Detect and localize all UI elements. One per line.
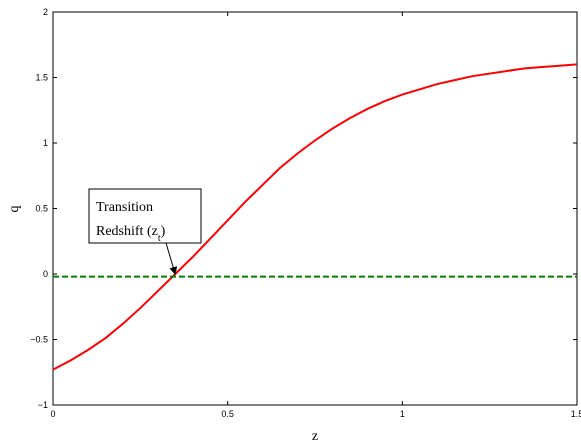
x-tick-label: 1 <box>400 409 405 419</box>
series-line-0 <box>52 63 578 371</box>
y-tick-label: −0.5 <box>30 335 48 345</box>
annotation-line2: Redshift (zt) <box>96 224 166 244</box>
y-tick-label: 0 <box>43 269 48 279</box>
y-tick-label: −1 <box>38 400 48 410</box>
x-axis-ticks: 0 0.5 1 1.5 <box>50 12 581 419</box>
x-tick-label: 0.5 <box>221 409 234 419</box>
y-tick-label: 0.5 <box>35 204 48 214</box>
x-tick-label: 0 <box>50 409 55 419</box>
y-tick-label: 1 <box>43 138 48 148</box>
y-axis-label: q <box>7 206 22 213</box>
y-tick-label: 1.5 <box>35 73 48 83</box>
annotation-box <box>88 188 202 244</box>
x-tick-label: 1.5 <box>571 409 581 419</box>
annotation-arrow <box>165 242 178 275</box>
annotation: Transition Redshift (zt) <box>88 188 202 275</box>
series-layer <box>52 63 578 371</box>
x-axis-label: z <box>312 429 318 442</box>
y-tick-label: 2 <box>43 7 48 17</box>
annotation-line1: Transition <box>96 200 153 215</box>
y-axis-ticks: −1 −0.5 0 0.5 1 1.5 2 <box>30 7 577 410</box>
